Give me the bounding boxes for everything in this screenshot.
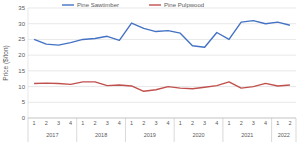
x-tick-label: 1 (81, 120, 84, 126)
x-tick-label: 1 (276, 120, 279, 126)
x-axis-line (28, 118, 296, 119)
legend-swatch (62, 4, 74, 5)
grid-line (28, 8, 296, 9)
group-separator (125, 118, 126, 142)
group-separator (76, 118, 77, 142)
group-separator (174, 118, 175, 142)
x-tick-label: 2 (93, 120, 96, 126)
series-line (34, 21, 290, 48)
x-tick-label: 2 (240, 120, 243, 126)
x-tick-label: 4 (118, 120, 121, 126)
grid-line (28, 39, 296, 40)
legend-swatch (149, 4, 161, 5)
y-axis-label: Price ($/ton) (2, 45, 10, 80)
grid-line (28, 102, 296, 103)
y-tick-label: 25 (18, 36, 25, 42)
x-tick-label: 4 (215, 120, 218, 126)
x-tick-label: 1 (179, 120, 182, 126)
x-tick-label: 2 (191, 120, 194, 126)
y-tick-label: 5 (22, 99, 26, 105)
grid-line (28, 23, 296, 24)
x-tick-label: 2 (45, 120, 48, 126)
y-tick-label: 20 (18, 52, 25, 58)
grid-line (28, 70, 296, 71)
y-tick-label: 15 (18, 68, 25, 74)
x-tick-label: 1 (130, 120, 133, 126)
x-group-label: 2017 (46, 132, 58, 138)
x-tick-label: 1 (227, 120, 230, 126)
x-group-label: 2018 (95, 132, 107, 138)
x-tick-label: 2 (288, 120, 291, 126)
x-tick-label: 4 (167, 120, 170, 126)
y-tick-label: 10 (18, 84, 25, 90)
x-tick-label: 2 (142, 120, 145, 126)
x-group-label: 2019 (144, 132, 156, 138)
group-separator (28, 118, 29, 142)
group-separator (271, 118, 272, 142)
x-tick-label: 4 (69, 120, 72, 126)
group-separator (296, 118, 297, 142)
legend-label: Pine Sawtimber (77, 2, 119, 8)
y-axis-line (28, 8, 29, 118)
x-group-label: 2022 (278, 132, 290, 138)
legend-label: Pine Pulpwood (164, 2, 204, 8)
x-tick-label: 3 (57, 120, 60, 126)
plot-lines (34, 21, 290, 92)
x-group-label: 2020 (192, 132, 204, 138)
x-tick-label: 3 (154, 120, 157, 126)
series-line (34, 82, 290, 91)
y-tick-label: 30 (18, 21, 25, 27)
y-tick-label: 0 (22, 115, 26, 121)
x-tick-label: 3 (106, 120, 109, 126)
y-tick-label: 35 (18, 5, 25, 11)
x-group-label: 2021 (241, 132, 253, 138)
group-separator (222, 118, 223, 142)
chart: 0 5 10 15 20 25 30 35 Price ($/ton) 1 2 3 4 1 2 3 4 1 2 3 4 1… (0, 0, 300, 150)
x-tick-label: 1 (33, 120, 36, 126)
x-tick-label: 3 (203, 120, 206, 126)
x-tick-label: 4 (264, 120, 267, 126)
grid-line (28, 55, 296, 56)
grid-line (28, 118, 296, 119)
x-tick-label: 3 (252, 120, 255, 126)
